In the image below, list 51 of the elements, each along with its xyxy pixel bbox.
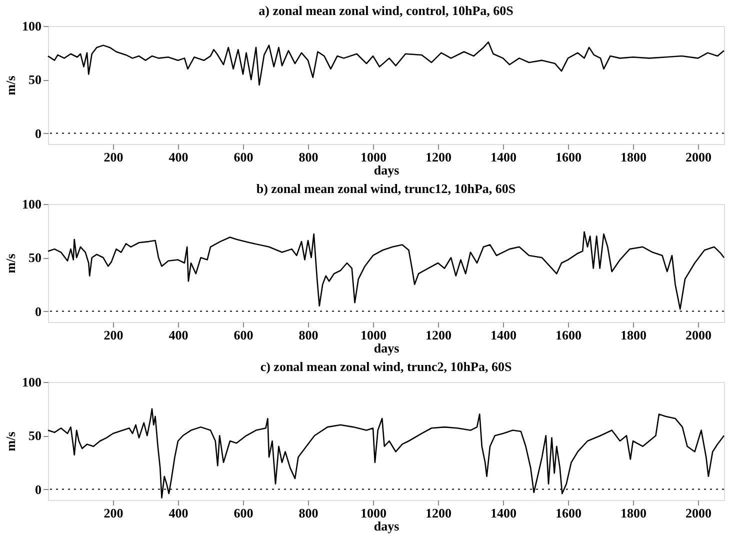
x-tick-label: 1600 — [556, 506, 582, 520]
x-tick-label: 600 — [234, 506, 254, 520]
chart-title: b) zonal mean zonal wind, trunc12, 10hPa, 60S — [256, 181, 516, 196]
x-tick-label: 1000 — [360, 150, 386, 164]
x-tick-label: 1000 — [360, 328, 386, 342]
y-axis-title: m/s — [3, 254, 18, 274]
x-tick-label: 400 — [168, 328, 188, 342]
line-series — [47, 231, 725, 310]
x-tick-label: 400 — [168, 506, 188, 520]
x-tick-label: 200 — [104, 506, 124, 520]
line-series — [47, 41, 725, 86]
x-tick-label: 2000 — [686, 506, 712, 520]
y-tick-label: 100 — [22, 374, 42, 390]
y-tick-label: 100 — [22, 18, 42, 34]
x-tick-label: 1800 — [620, 506, 646, 520]
x-tick-label: 2000 — [686, 328, 712, 342]
x-tick-label: 200 — [104, 150, 124, 164]
x-axis-title: days — [374, 518, 400, 534]
x-tick-label: 1000 — [360, 506, 386, 520]
x-tick-label: 1400 — [490, 506, 516, 520]
x-axis-title: days — [374, 162, 400, 178]
line-series — [47, 408, 725, 499]
x-tick-label: 1600 — [556, 328, 582, 342]
x-tick-label: 1600 — [556, 150, 582, 164]
x-tick-label: 600 — [234, 328, 254, 342]
y-tick-label: 0 — [35, 126, 42, 141]
x-tick-label: 800 — [298, 150, 318, 164]
x-tick-label: 800 — [298, 328, 318, 342]
chart-title: a) zonal mean zonal wind, control, 10hPa, 60S — [258, 3, 514, 18]
x-tick-label: 1800 — [620, 150, 646, 164]
y-tick-label: 0 — [35, 304, 42, 319]
x-axis-title: days — [374, 340, 400, 356]
x-tick-label: 2000 — [686, 150, 712, 164]
y-axis-title: m/s — [3, 76, 18, 96]
x-tick-label: 400 — [168, 150, 188, 164]
y-tick-label: 50 — [28, 72, 42, 88]
x-tick-label: 1400 — [490, 328, 516, 342]
x-tick-label: 1200 — [426, 328, 452, 342]
y-tick-label: 50 — [28, 250, 42, 266]
y-tick-label: 50 — [28, 428, 42, 444]
x-tick-label: 800 — [298, 506, 318, 520]
y-axis-title: m/s — [3, 432, 18, 452]
y-tick-label: 100 — [22, 196, 42, 212]
y-tick-label: 0 — [35, 482, 42, 497]
x-tick-label: 1400 — [490, 150, 516, 164]
x-tick-label: 200 — [104, 328, 124, 342]
x-tick-label: 1800 — [620, 328, 646, 342]
x-tick-label: 600 — [234, 150, 254, 164]
x-tick-label: 1200 — [426, 150, 452, 164]
x-tick-label: 1200 — [426, 506, 452, 520]
chart-title: c) zonal mean zonal wind, trunc2, 10hPa, 60S — [260, 359, 512, 374]
